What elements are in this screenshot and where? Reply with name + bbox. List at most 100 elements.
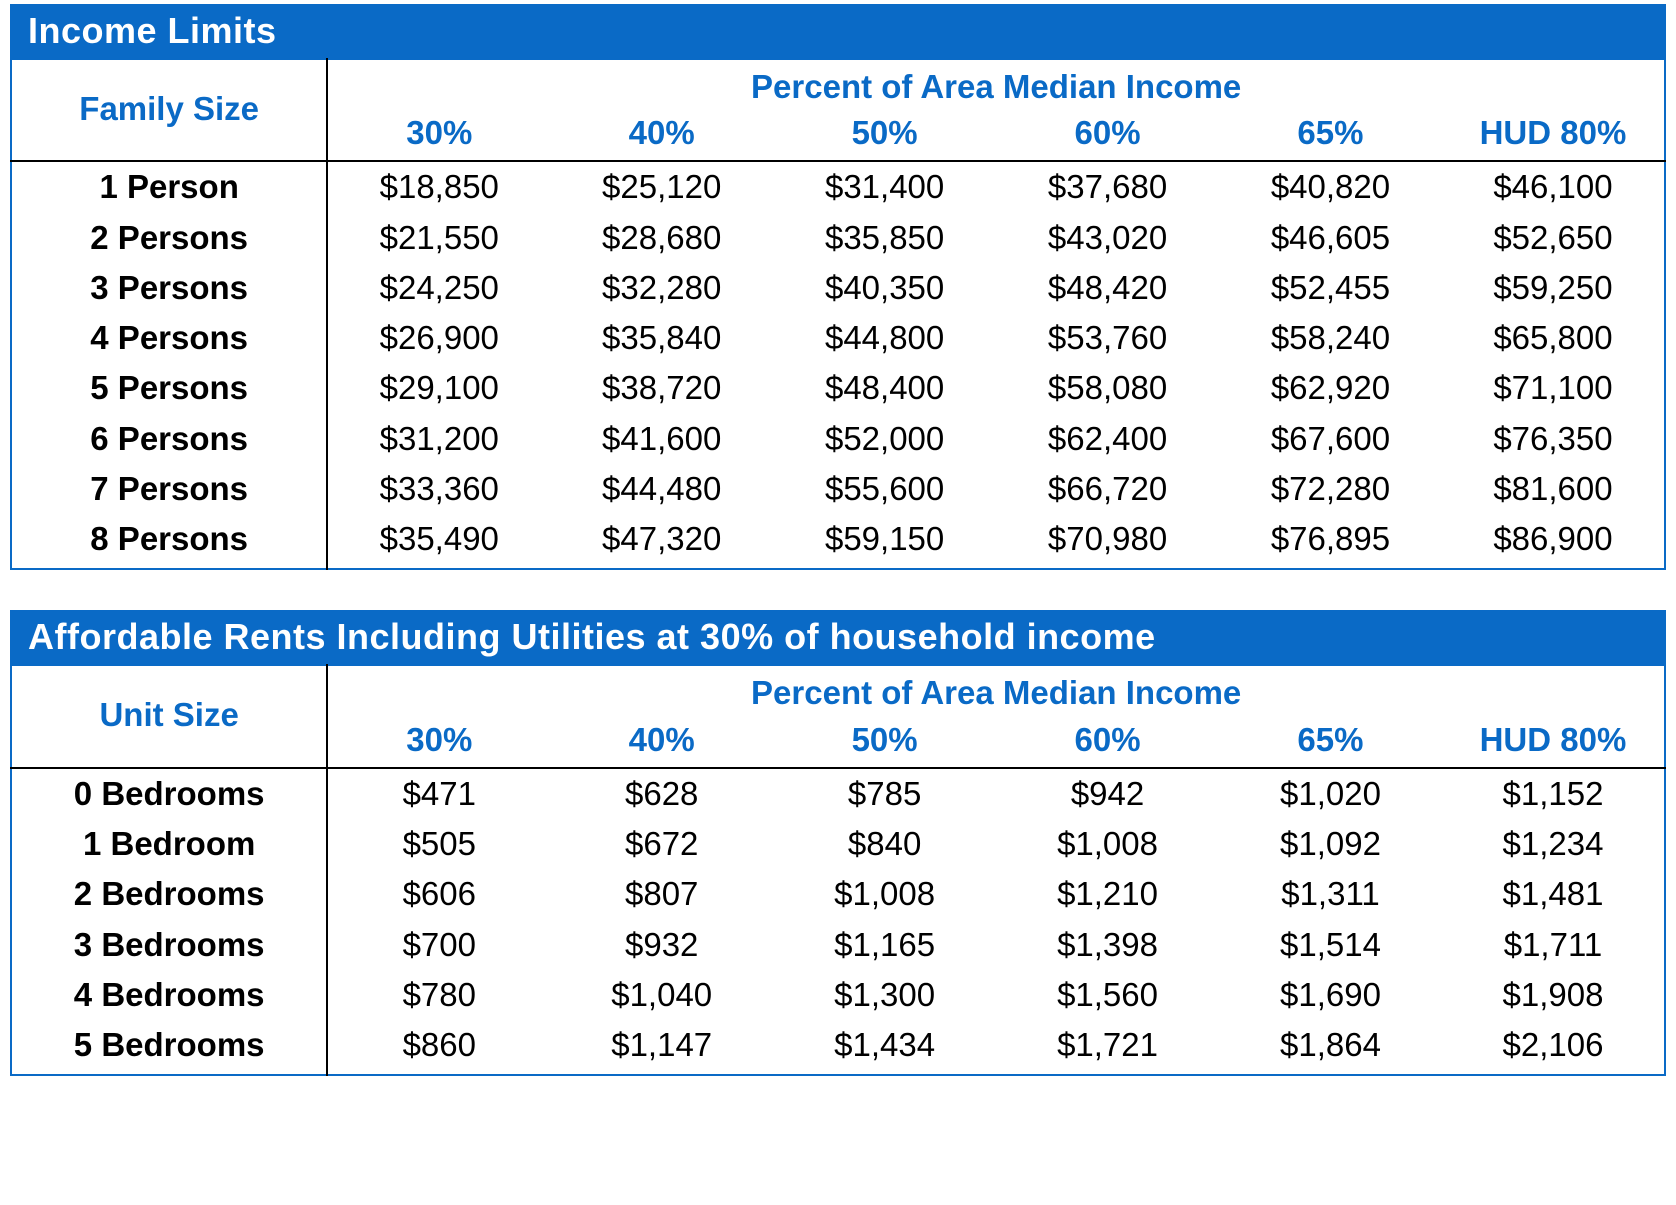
- row-label-header: Family Size: [11, 59, 327, 161]
- cell: $29,100: [327, 363, 550, 413]
- cell: $31,400: [773, 161, 996, 212]
- cell: $62,920: [1219, 363, 1442, 413]
- cell: $71,100: [1442, 363, 1665, 413]
- column-header: HUD 80%: [1442, 715, 1665, 768]
- table-row: 4 Bedrooms $780 $1,040 $1,300 $1,560 $1,…: [11, 970, 1665, 1020]
- cell: $53,760: [996, 313, 1219, 363]
- cell: $1,721: [996, 1020, 1219, 1075]
- table-row: 4 Persons $26,900 $35,840 $44,800 $53,76…: [11, 313, 1665, 363]
- span-header: Percent of Area Median Income: [327, 59, 1665, 108]
- cell: $48,400: [773, 363, 996, 413]
- cell: $72,280: [1219, 464, 1442, 514]
- cell: $86,900: [1442, 514, 1665, 569]
- column-header: 65%: [1219, 108, 1442, 161]
- column-header: 50%: [773, 715, 996, 768]
- income-limits-table: Family Size Percent of Area Median Incom…: [10, 58, 1666, 570]
- cell: $58,080: [996, 363, 1219, 413]
- cell: $31,200: [327, 414, 550, 464]
- cell: $46,605: [1219, 213, 1442, 263]
- cell: $628: [550, 768, 773, 819]
- cell: $76,895: [1219, 514, 1442, 569]
- cell: $55,600: [773, 464, 996, 514]
- cell: $807: [550, 869, 773, 919]
- cell: $52,650: [1442, 213, 1665, 263]
- row-label-header: Unit Size: [11, 665, 327, 767]
- cell: $1,092: [1219, 819, 1442, 869]
- cell: $18,850: [327, 161, 550, 212]
- cell: $52,455: [1219, 263, 1442, 313]
- cell: $33,360: [327, 464, 550, 514]
- cell: $35,850: [773, 213, 996, 263]
- cell: $471: [327, 768, 550, 819]
- cell: $1,908: [1442, 970, 1665, 1020]
- table-row: 1 Person $18,850 $25,120 $31,400 $37,680…: [11, 161, 1665, 212]
- cell: $700: [327, 920, 550, 970]
- table-row: 5 Persons $29,100 $38,720 $48,400 $58,08…: [11, 363, 1665, 413]
- cell: $1,690: [1219, 970, 1442, 1020]
- cell: $1,008: [773, 869, 996, 919]
- column-header: 40%: [550, 715, 773, 768]
- table-row: 2 Bedrooms $606 $807 $1,008 $1,210 $1,31…: [11, 869, 1665, 919]
- affordable-rents-table-wrap: Affordable Rents Including Utilities at …: [10, 610, 1666, 1076]
- cell: $76,350: [1442, 414, 1665, 464]
- table-row: 2 Persons $21,550 $28,680 $35,850 $43,02…: [11, 213, 1665, 263]
- affordable-rents-table: Unit Size Percent of Area Median Income …: [10, 664, 1666, 1076]
- cell: $24,250: [327, 263, 550, 313]
- income-limits-table-wrap: Income Limits Family Size Percent of Are…: [10, 4, 1666, 570]
- table-row: 3 Persons $24,250 $32,280 $40,350 $48,42…: [11, 263, 1665, 313]
- row-header: 5 Bedrooms: [11, 1020, 327, 1075]
- cell: $785: [773, 768, 996, 819]
- row-header: 4 Bedrooms: [11, 970, 327, 1020]
- table-row: 8 Persons $35,490 $47,320 $59,150 $70,98…: [11, 514, 1665, 569]
- row-header: 0 Bedrooms: [11, 768, 327, 819]
- cell: $25,120: [550, 161, 773, 212]
- cell: $35,840: [550, 313, 773, 363]
- cell: $70,980: [996, 514, 1219, 569]
- row-header: 3 Bedrooms: [11, 920, 327, 970]
- span-header: Percent of Area Median Income: [327, 665, 1665, 714]
- cell: $1,514: [1219, 920, 1442, 970]
- cell: $26,900: [327, 313, 550, 363]
- cell: $40,820: [1219, 161, 1442, 212]
- cell: $21,550: [327, 213, 550, 263]
- cell: $672: [550, 819, 773, 869]
- cell: $1,560: [996, 970, 1219, 1020]
- column-header: 60%: [996, 715, 1219, 768]
- cell: $59,150: [773, 514, 996, 569]
- cell: $38,720: [550, 363, 773, 413]
- table-row: 6 Persons $31,200 $41,600 $52,000 $62,40…: [11, 414, 1665, 464]
- table-row: 1 Bedroom $505 $672 $840 $1,008 $1,092 $…: [11, 819, 1665, 869]
- cell: $59,250: [1442, 263, 1665, 313]
- row-header: 8 Persons: [11, 514, 327, 569]
- cell: $41,600: [550, 414, 773, 464]
- cell: $58,240: [1219, 313, 1442, 363]
- cell: $35,490: [327, 514, 550, 569]
- cell: $1,311: [1219, 869, 1442, 919]
- affordable-rents-title: Affordable Rents Including Utilities at …: [10, 610, 1666, 664]
- row-header: 1 Bedroom: [11, 819, 327, 869]
- cell: $1,300: [773, 970, 996, 1020]
- cell: $40,350: [773, 263, 996, 313]
- cell: $37,680: [996, 161, 1219, 212]
- cell: $860: [327, 1020, 550, 1075]
- cell: $1,864: [1219, 1020, 1442, 1075]
- cell: $1,434: [773, 1020, 996, 1075]
- cell: $43,020: [996, 213, 1219, 263]
- cell: $942: [996, 768, 1219, 819]
- row-header: 2 Persons: [11, 213, 327, 263]
- column-header: 50%: [773, 108, 996, 161]
- row-header: 4 Persons: [11, 313, 327, 363]
- cell: $28,680: [550, 213, 773, 263]
- column-header: 65%: [1219, 715, 1442, 768]
- cell: $81,600: [1442, 464, 1665, 514]
- cell: $840: [773, 819, 996, 869]
- cell: $780: [327, 970, 550, 1020]
- cell: $62,400: [996, 414, 1219, 464]
- cell: $1,147: [550, 1020, 773, 1075]
- cell: $1,152: [1442, 768, 1665, 819]
- row-header: 2 Bedrooms: [11, 869, 327, 919]
- cell: $44,480: [550, 464, 773, 514]
- table-row: 5 Bedrooms $860 $1,147 $1,434 $1,721 $1,…: [11, 1020, 1665, 1075]
- table-row: 3 Bedrooms $700 $932 $1,165 $1,398 $1,51…: [11, 920, 1665, 970]
- cell: $32,280: [550, 263, 773, 313]
